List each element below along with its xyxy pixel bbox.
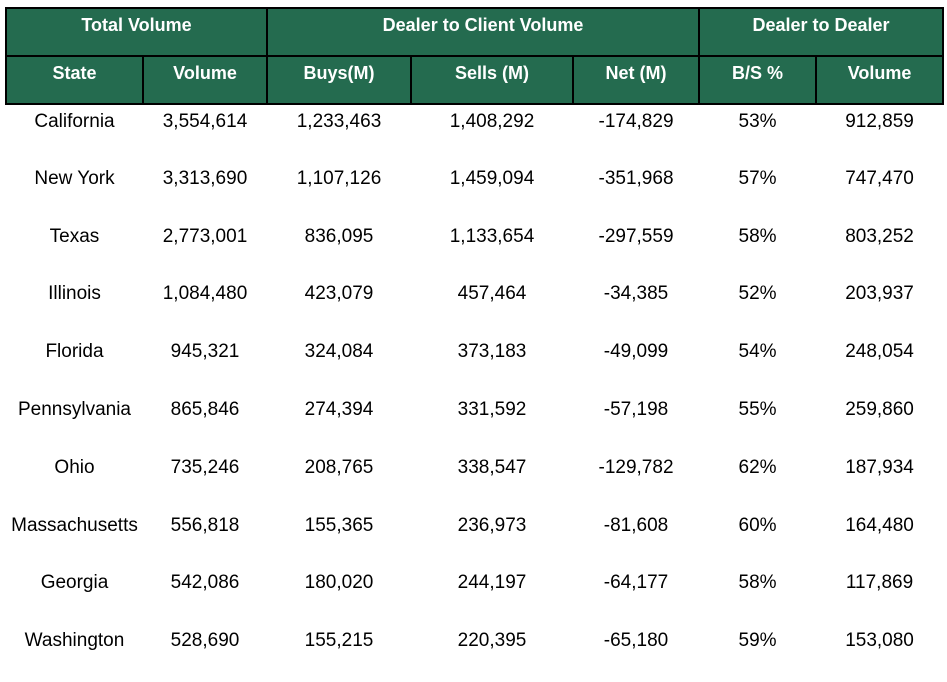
- column-header-buys: Buys(M): [266, 55, 412, 105]
- column-header-total-volume: Volume: [142, 55, 268, 105]
- cell-buys: 208,765: [304, 456, 374, 478]
- cell-bs-pct: 58%: [738, 225, 777, 247]
- cell-total-volume: 528,690: [170, 630, 240, 652]
- cell-dd-volume: 747,470: [845, 167, 914, 189]
- cell-dd-volume: 117,869: [845, 572, 914, 594]
- cell-buys: 274,394: [304, 398, 374, 420]
- cell-sells: 244,197: [457, 572, 527, 594]
- cell-bs-pct: 62%: [738, 456, 777, 478]
- cell-total-volume: 865,846: [170, 398, 240, 420]
- cell-net: -129,782: [598, 456, 674, 478]
- cell-state: Washington: [24, 630, 125, 652]
- cell-dd-volume: 912,859: [845, 111, 914, 132]
- cell-state: Texas: [49, 225, 100, 247]
- table-row: Pennsylvania 865,846 274,394 331,592 -57…: [6, 393, 943, 451]
- cell-sells: 331,592: [457, 398, 527, 420]
- volume-table: Total Volume Dealer to Client Volume Dea…: [5, 7, 945, 682]
- cell-total-volume: 3,313,690: [162, 167, 248, 189]
- table-row: Ohio 735,246 208,765 338,547 -129,782 62…: [6, 451, 943, 509]
- table-row: Georgia 542,086 180,020 244,197 -64,177 …: [6, 566, 943, 624]
- cell-sells: 338,547: [457, 456, 527, 478]
- cell-net: -64,177: [603, 572, 669, 594]
- group-header-dealer-to-dealer: Dealer to Dealer: [698, 7, 945, 57]
- column-header-net: Net (M): [571, 55, 701, 105]
- table-row: Massachusetts 556,818 155,365 236,973 -8…: [6, 509, 943, 567]
- cell-total-volume: 945,321: [170, 341, 240, 363]
- cell-bs-pct: 52%: [738, 283, 777, 305]
- cell-sells: 373,183: [457, 341, 527, 363]
- cell-dd-volume: 248,054: [845, 341, 914, 363]
- cell-bs-pct: 55%: [738, 398, 777, 420]
- cell-bs-pct: 59%: [738, 630, 777, 652]
- column-header-state: State: [5, 55, 144, 105]
- cell-state: New York: [34, 167, 115, 189]
- cell-net: -81,608: [603, 514, 669, 536]
- cell-state: Massachusetts: [11, 514, 138, 536]
- cell-dd-volume: 259,860: [845, 398, 914, 420]
- cell-buys: 836,095: [304, 225, 374, 247]
- cell-dd-volume: 187,934: [845, 456, 914, 478]
- cell-buys: 1,107,126: [296, 167, 382, 189]
- cell-bs-pct: 53%: [738, 111, 777, 132]
- cell-buys: 1,233,463: [296, 111, 382, 132]
- cell-sells: 457,464: [457, 283, 527, 305]
- table-row: Illinois 1,084,480 423,079 457,464 -34,3…: [6, 277, 943, 335]
- cell-buys: 155,215: [304, 630, 374, 652]
- cell-dd-volume: 153,080: [845, 630, 914, 652]
- table-row: Washington 528,690 155,215 220,395 -65,1…: [6, 624, 943, 682]
- table-row: California 3,554,614 1,233,463 1,408,292…: [6, 104, 943, 162]
- group-header-dealer-to-client: Dealer to Client Volume: [265, 7, 701, 57]
- cell-state: California: [34, 111, 115, 132]
- group-header-row: Total Volume Dealer to Client Volume Dea…: [5, 7, 945, 57]
- cell-bs-pct: 54%: [738, 341, 777, 363]
- cell-net: -351,968: [598, 167, 674, 189]
- cell-bs-pct: 57%: [738, 167, 777, 189]
- cell-net: -57,198: [603, 398, 669, 420]
- table-row: New York 3,313,690 1,107,126 1,459,094 -…: [6, 162, 943, 220]
- cell-total-volume: 3,554,614: [162, 111, 248, 132]
- cell-total-volume: 1,084,480: [162, 283, 248, 305]
- cell-bs-pct: 60%: [738, 514, 777, 536]
- cell-buys: 180,020: [304, 572, 374, 594]
- cell-sells: 1,459,094: [449, 167, 535, 189]
- cell-state: Pennsylvania: [17, 398, 132, 420]
- column-header-dd-volume: Volume: [815, 55, 945, 105]
- table-row: Texas 2,773,001 836,095 1,133,654 -297,5…: [6, 220, 943, 278]
- cell-total-volume: 735,246: [170, 456, 240, 478]
- cell-bs-pct: 58%: [738, 572, 777, 594]
- cell-state: Florida: [45, 341, 104, 363]
- cell-sells: 236,973: [457, 514, 527, 536]
- cell-buys: 324,084: [304, 341, 374, 363]
- cell-sells: 220,395: [457, 630, 527, 652]
- cell-net: -34,385: [603, 283, 669, 305]
- cell-net: -297,559: [598, 225, 674, 247]
- cell-buys: 155,365: [304, 514, 374, 536]
- cell-net: -49,099: [603, 341, 669, 363]
- cell-net: -174,829: [598, 111, 674, 132]
- cell-state: Illinois: [48, 283, 101, 305]
- group-header-total-volume: Total Volume: [5, 7, 268, 57]
- cell-buys: 423,079: [304, 283, 374, 305]
- cell-dd-volume: 203,937: [845, 283, 914, 305]
- cell-total-volume: 2,773,001: [162, 225, 248, 247]
- column-header-row: State Volume Buys(M) Sells (M) Net (M) B…: [5, 55, 945, 105]
- table-row: Florida 945,321 324,084 373,183 -49,099 …: [6, 335, 943, 393]
- cell-state: Georgia: [40, 572, 109, 594]
- cell-dd-volume: 803,252: [845, 225, 914, 247]
- cell-total-volume: 542,086: [170, 572, 240, 594]
- cell-net: -65,180: [603, 630, 669, 652]
- column-header-bs-pct: B/S %: [698, 55, 818, 105]
- cell-state: Ohio: [54, 456, 95, 478]
- cell-dd-volume: 164,480: [845, 514, 914, 536]
- table-body: California 3,554,614 1,233,463 1,408,292…: [6, 104, 943, 682]
- cell-sells: 1,408,292: [449, 111, 535, 132]
- cell-total-volume: 556,818: [170, 514, 240, 536]
- column-header-sells: Sells (M): [410, 55, 574, 105]
- cell-sells: 1,133,654: [449, 225, 535, 247]
